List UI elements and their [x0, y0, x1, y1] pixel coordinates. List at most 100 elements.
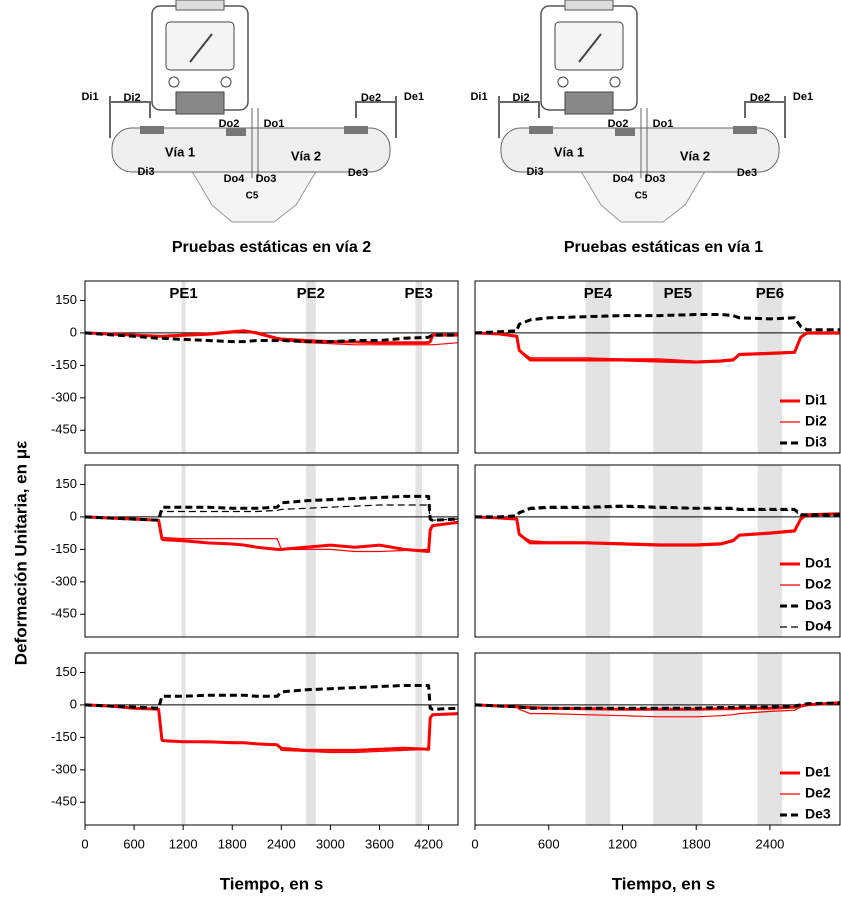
diagram-label: Vía 1	[165, 144, 195, 159]
y-tick-label: 0	[70, 508, 77, 523]
x-tick-label: 1800	[682, 836, 711, 851]
diagram-label: Di1	[470, 91, 487, 103]
plot-frame	[474, 464, 841, 638]
legend-label: Do4	[805, 618, 832, 634]
diagram-label: Do1	[264, 118, 285, 130]
test-band	[757, 281, 783, 453]
legend-label: Di2	[805, 413, 827, 429]
y-tick-label: -150	[51, 541, 77, 556]
y-tick-label: 0	[70, 324, 77, 339]
test-band	[585, 465, 611, 637]
test-band	[653, 653, 703, 825]
band-label: PE1	[169, 285, 197, 302]
arm-right	[744, 96, 786, 138]
panel	[85, 465, 458, 637]
series-line	[85, 331, 458, 346]
ties	[529, 126, 553, 134]
test-band	[181, 653, 186, 825]
x-tick-label: 1800	[218, 836, 247, 851]
y-tick-label: -300	[51, 389, 77, 404]
panel	[475, 465, 840, 637]
legend-label: De1	[805, 764, 831, 780]
legend-label: De2	[805, 785, 831, 801]
wiper	[189, 33, 213, 63]
windshield	[165, 21, 235, 71]
band-label: PE4	[584, 285, 613, 302]
x-tick-label: 600	[538, 836, 560, 851]
plot-frame	[474, 280, 841, 454]
x-axis-label: Tiempo, en s	[220, 874, 324, 893]
test-band	[415, 281, 423, 453]
y-tick-label: 150	[55, 292, 77, 307]
train-diagram: Di1 Di2 Do2 Do1 De2 De1 Vía 1 Vía 2 Di3 Do4 Do3 De3…	[81, 0, 424, 223]
diagram-label: Do4	[613, 173, 635, 185]
diagram-label: Vía 1	[554, 144, 584, 159]
series-line	[475, 313, 840, 335]
diagram-label: Di2	[512, 92, 529, 104]
diagram-label: C5	[635, 191, 648, 202]
x-tick-label: 3000	[316, 836, 345, 851]
y-tick-label: -450	[51, 422, 77, 437]
test-band	[305, 465, 316, 637]
diagram-label: Vía 2	[680, 148, 710, 163]
test-band	[757, 465, 783, 637]
arm-left	[498, 96, 540, 138]
ties	[140, 126, 164, 134]
x-tick-label: 1200	[169, 836, 198, 851]
diagrams: Di1 Di2 Do2 Do1 De2 De1 Vía 1 Vía 2 Di3 Do4 Do3 De3…	[81, 0, 813, 223]
band-label: PE6	[756, 285, 784, 302]
diagram-label: De3	[737, 167, 757, 179]
headlight	[557, 76, 569, 88]
y-tick-label: 150	[55, 476, 77, 491]
y-tick-label: -300	[51, 573, 77, 588]
y-tick-label: -300	[51, 761, 77, 776]
y-tick-label: -450	[51, 794, 77, 809]
column-title: Pruebas estáticas en vía 1	[564, 239, 763, 256]
arm-right	[355, 96, 397, 138]
panel	[85, 281, 458, 453]
test-band	[585, 281, 611, 453]
panel	[475, 653, 840, 825]
series-line	[85, 331, 458, 344]
deck	[500, 127, 780, 173]
diagram-label: Di1	[81, 91, 98, 103]
legend-label: Do3	[805, 597, 832, 613]
ties	[344, 126, 368, 134]
test-band	[653, 281, 703, 453]
band-label: PE2	[297, 285, 325, 302]
x-tick-label: 0	[81, 836, 88, 851]
diagram-label: Di3	[526, 166, 543, 178]
windshield	[554, 21, 624, 71]
plot-frame	[84, 652, 459, 826]
wiper	[578, 33, 602, 63]
band-label: PE5	[664, 285, 692, 302]
legend-label: Do2	[805, 576, 832, 592]
train-top	[175, 0, 225, 11]
legend-label: Do1	[805, 555, 832, 571]
panel	[85, 653, 458, 825]
x-tick-label: 3600	[365, 836, 394, 851]
test-band	[653, 465, 703, 637]
plot-frame	[84, 280, 459, 454]
ties	[226, 128, 246, 136]
legend-label: Di3	[805, 434, 827, 450]
x-axis-label: Tiempo, en s	[612, 874, 716, 893]
diagram-label: De1	[404, 91, 424, 103]
legend-label: Di1	[805, 392, 827, 408]
ties	[733, 126, 757, 134]
column-title: Pruebas estáticas en vía 2	[172, 239, 371, 256]
diagram-label: Do3	[645, 173, 666, 185]
test-band	[181, 281, 186, 453]
plot-frame	[84, 464, 459, 638]
headlight	[168, 76, 180, 88]
diagram-label: Do1	[653, 118, 674, 130]
diagram-label: De2	[361, 92, 381, 104]
diagram-label: Vía 2	[291, 148, 321, 163]
band-label: PE3	[405, 285, 433, 302]
series-line	[475, 506, 840, 518]
series-line	[85, 515, 458, 553]
diagram-label: Di2	[123, 92, 140, 104]
series-line	[85, 516, 458, 553]
test-band	[757, 653, 783, 825]
